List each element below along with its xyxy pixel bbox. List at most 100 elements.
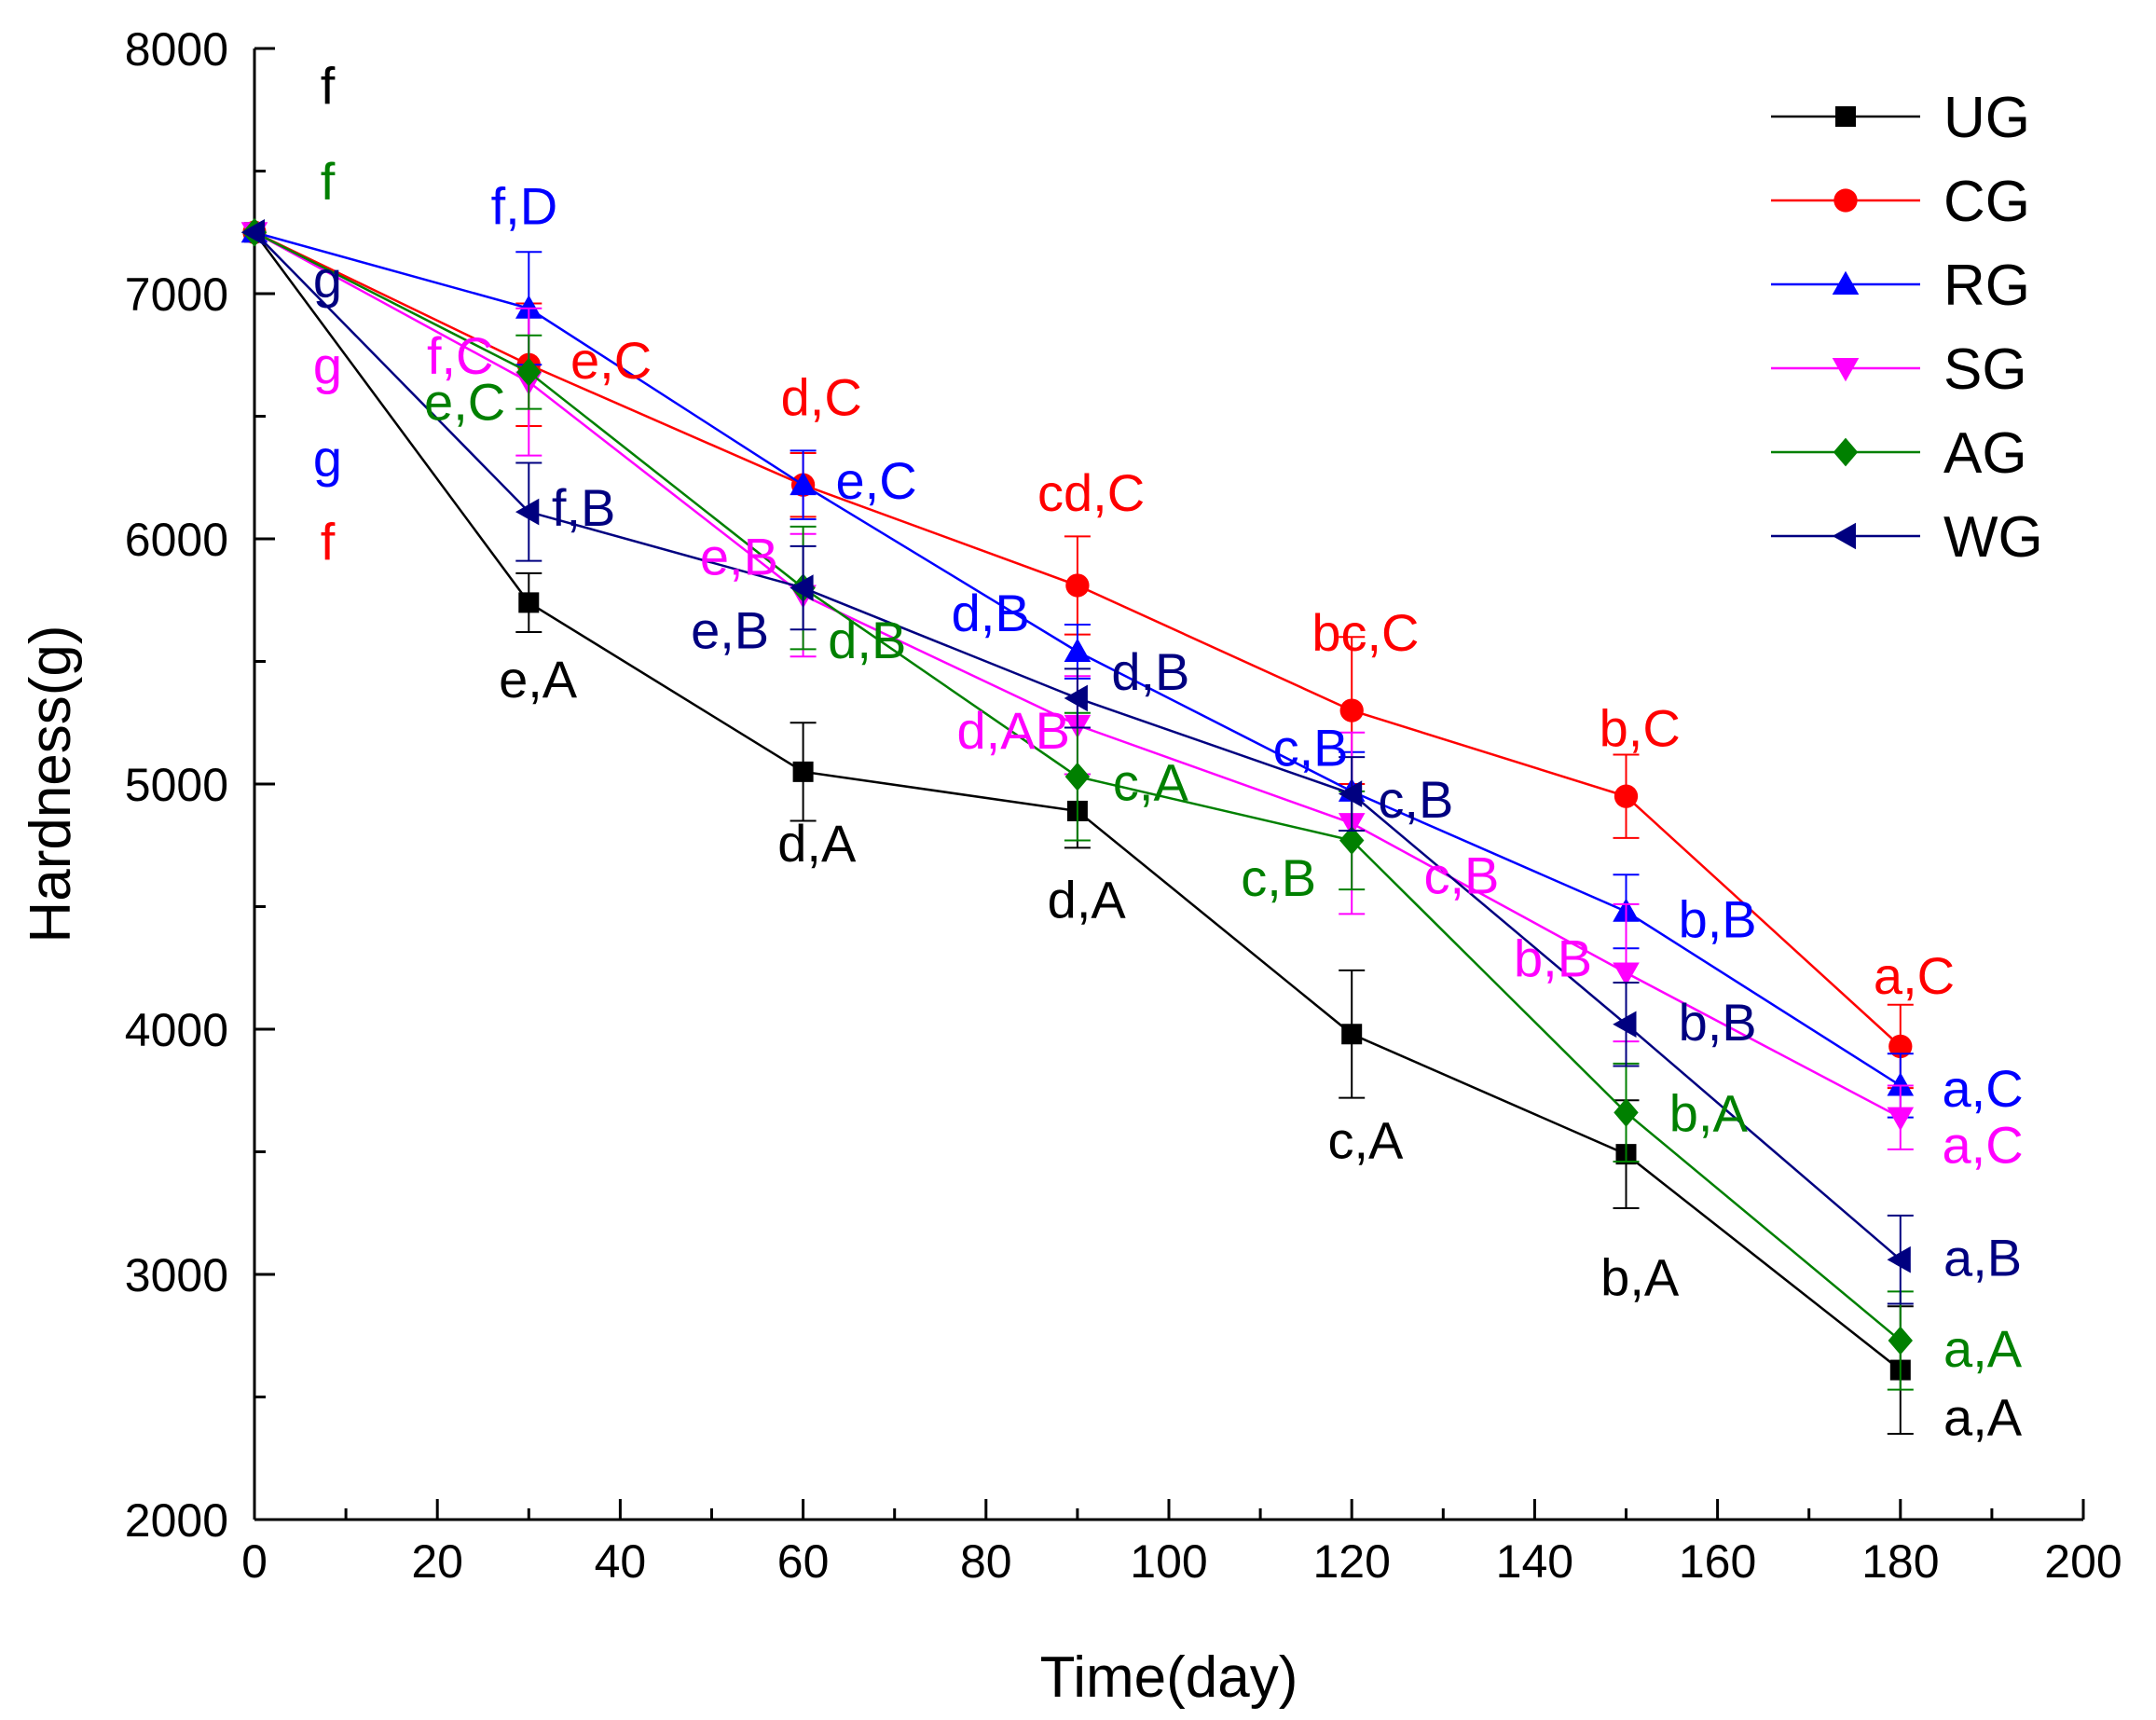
annotation-label: c,B — [1423, 846, 1499, 904]
annotation-label: a,C — [1874, 946, 1955, 1005]
annotation-label: b,A — [1600, 1248, 1680, 1307]
data-point — [1833, 437, 1859, 467]
plot-area — [240, 217, 1915, 1435]
annotation-label: f,B — [552, 478, 615, 537]
annotation-label: d,A — [1048, 871, 1127, 929]
x-tick-label: 160 — [1679, 1535, 1756, 1588]
legend-item-wg: WG — [1771, 505, 2043, 570]
data-point — [516, 357, 542, 387]
data-point — [1614, 784, 1639, 808]
annotation-label: c,B — [1378, 770, 1453, 829]
annotation-label: c,A — [1327, 1110, 1404, 1169]
annotation-label: d,A — [777, 814, 857, 873]
data-point — [1341, 1024, 1363, 1045]
data-point — [1832, 358, 1860, 382]
legend-label: CG — [1943, 170, 2030, 234]
x-tick-label: 80 — [960, 1535, 1012, 1588]
data-point — [518, 592, 540, 613]
y-axis-title: Hardness(g) — [19, 625, 83, 943]
data-point — [1064, 638, 1092, 662]
annotation-label: d,B — [1111, 642, 1189, 701]
legend-label: UG — [1943, 86, 2030, 150]
data-point — [1887, 1245, 1911, 1273]
data-point — [1835, 106, 1856, 127]
x-ticks: 0 20 40 60 80 100 120 140 160 180 200 — [241, 1499, 2122, 1588]
data-point — [1339, 698, 1364, 722]
legend: UG CG RG SG AG WG — [1771, 86, 2043, 570]
x-tick-label: 0 — [241, 1535, 268, 1588]
data-point — [1064, 684, 1088, 712]
annotation-label: d,C — [781, 367, 862, 426]
annotation-label: e,B — [691, 600, 769, 659]
annotation-label: b,A — [1669, 1083, 1749, 1142]
y-ticks: 2000 3000 4000 5000 6000 7000 8000 — [125, 23, 275, 1547]
data-point — [1339, 826, 1365, 855]
series-wg — [240, 218, 1914, 1305]
data-point — [1888, 1326, 1913, 1355]
x-tick-label: 120 — [1312, 1535, 1390, 1588]
annotation-label: a,B — [1943, 1229, 2022, 1287]
annotation-label: a,C — [1943, 1116, 2024, 1175]
data-point — [1338, 780, 1363, 807]
y-tick-label: 5000 — [125, 759, 228, 811]
data-point — [790, 471, 817, 496]
annotation-label: a,A — [1943, 1388, 2023, 1447]
x-tick-label: 60 — [777, 1535, 830, 1588]
data-point — [1832, 522, 1856, 550]
annotation-label: f — [321, 513, 336, 571]
axes: 0 20 40 60 80 100 120 140 160 180 200 2000 3000 4000… — [125, 23, 2122, 1588]
y-tick-label: 2000 — [125, 1494, 228, 1547]
data-point — [240, 218, 265, 246]
data-point — [790, 574, 814, 601]
annotation-label: bc,C — [1311, 603, 1419, 662]
annotation-label: a,C — [1943, 1059, 2024, 1118]
annotation-label: cd,C — [1037, 463, 1145, 522]
legend-item-rg: RG — [1771, 254, 2030, 318]
annotation-label: b,B — [1679, 890, 1757, 949]
data-point — [1065, 573, 1090, 598]
annotation-label: d,B — [952, 584, 1030, 642]
annotation-label: f — [321, 56, 336, 115]
y-tick-label: 4000 — [125, 1004, 228, 1056]
data-point — [1613, 1011, 1637, 1039]
x-tick-label: 180 — [1861, 1535, 1939, 1588]
legend-label: AG — [1943, 421, 2027, 486]
data-point — [1064, 762, 1091, 791]
annotation-label: d,B — [828, 611, 906, 669]
y-tick-label: 3000 — [125, 1249, 228, 1301]
data-point — [1888, 1034, 1913, 1059]
y-tick-label: 7000 — [125, 268, 228, 321]
data-point — [792, 761, 814, 782]
annotation-label: f,C — [427, 326, 494, 385]
data-point — [1832, 270, 1860, 295]
annotation-label: b,B — [1514, 929, 1592, 988]
x-tick-label: 100 — [1130, 1535, 1207, 1588]
legend-item-cg: CG — [1771, 170, 2030, 234]
x-tick-label: 20 — [411, 1535, 463, 1588]
annotation-label: e,A — [499, 650, 578, 709]
legend-label: RG — [1943, 254, 2030, 318]
annotation-label: e,C — [424, 373, 505, 432]
annotation-label: g — [313, 429, 342, 488]
legend-item-ug: UG — [1771, 86, 2030, 150]
data-point — [1833, 188, 1858, 213]
x-axis-title: Time(day) — [1040, 1645, 1298, 1710]
x-tick-label: 200 — [2044, 1535, 2122, 1588]
annotation-label: b,C — [1600, 699, 1681, 758]
data-point — [1887, 1072, 1915, 1096]
annotation-label: f,D — [491, 176, 558, 235]
data-point — [1887, 1107, 1915, 1131]
annotation-label: c,B — [1241, 848, 1316, 907]
annotation-label: g — [313, 336, 342, 394]
annotation-label: b,B — [1679, 993, 1757, 1052]
legend-label: WG — [1943, 505, 2043, 570]
x-tick-label: 140 — [1496, 1535, 1573, 1588]
annotation-label: c,B — [1273, 719, 1349, 777]
annotation-label: d,AB — [957, 701, 1070, 760]
annotation-label: g — [313, 250, 342, 309]
x-tick-label: 40 — [595, 1535, 647, 1588]
data-point — [1614, 1098, 1639, 1127]
y-tick-label: 8000 — [125, 23, 228, 76]
